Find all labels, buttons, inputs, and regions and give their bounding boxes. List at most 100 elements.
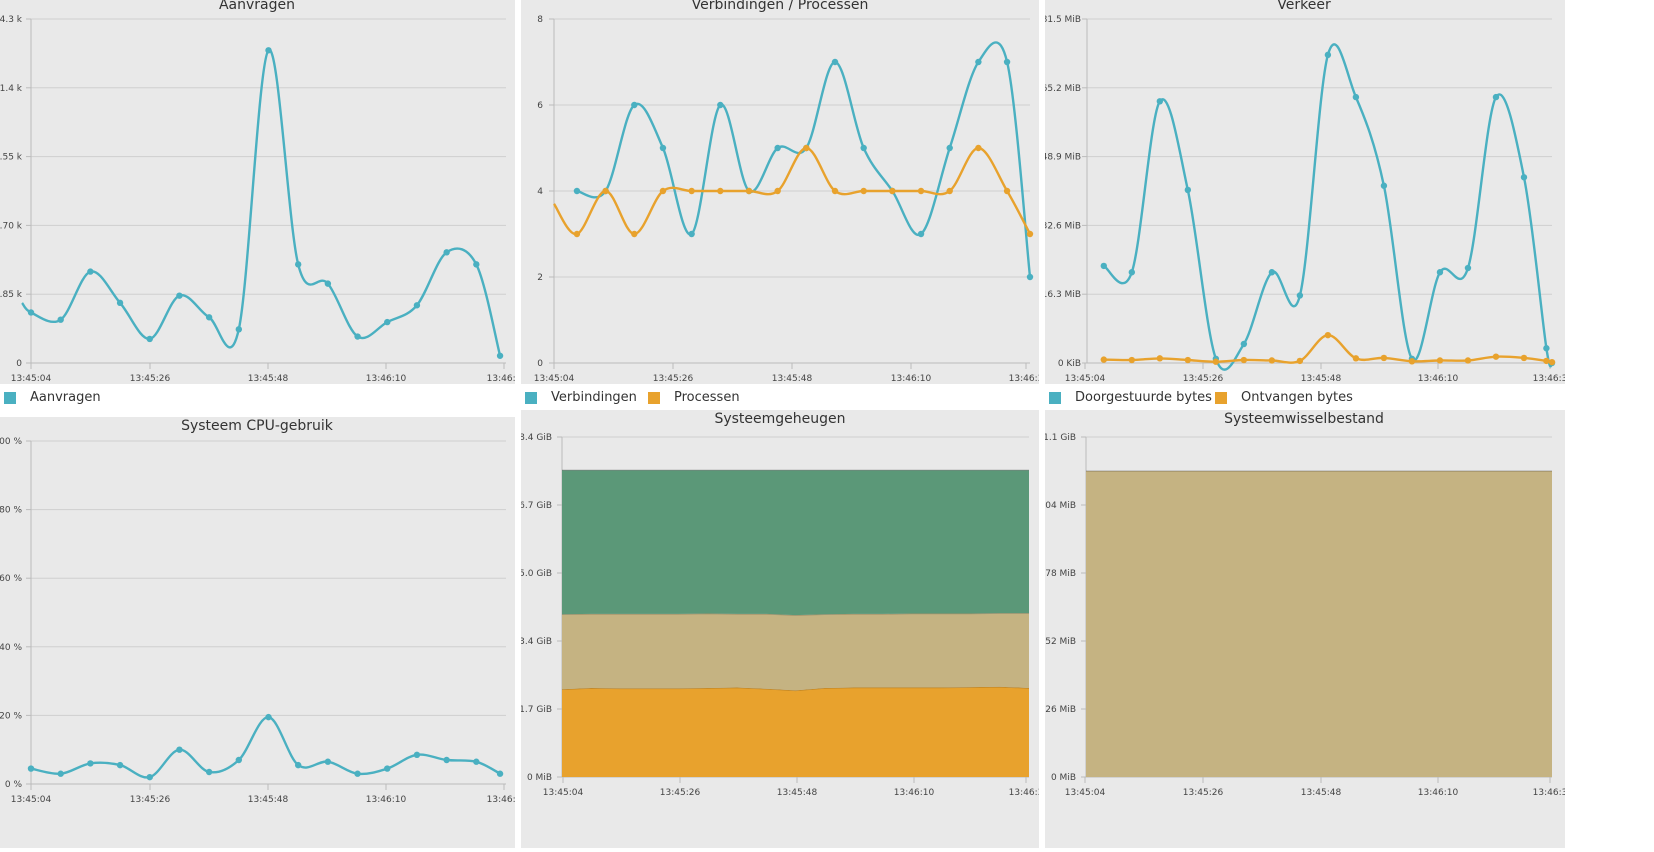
data-point-systeem-cpu-gebruik[interactable] [496, 770, 504, 777]
data-point-aanvragen[interactable] [354, 333, 361, 340]
data-point-verbindingen[interactable] [631, 101, 638, 109]
data-point-ontvangen-bytes[interactable] [1240, 356, 1248, 364]
data-point-systeem-cpu-gebruik[interactable] [235, 756, 243, 764]
data-point-systeem-cpu-gebruik[interactable] [146, 773, 153, 781]
data-point-aanvragen[interactable] [27, 309, 35, 316]
data-point-aanvragen[interactable] [496, 352, 504, 359]
data-point-systeem-cpu-gebruik[interactable] [116, 761, 124, 769]
data-point-ontvangen-bytes[interactable] [1128, 356, 1136, 364]
data-point-processen[interactable] [1003, 187, 1011, 195]
data-point-aanvragen[interactable] [87, 268, 94, 275]
data-point-aanvragen[interactable] [294, 261, 302, 268]
legend-item-verbindingen[interactable]: Verbindingen [525, 390, 637, 405]
data-point-ontvangen-bytes[interactable] [1212, 358, 1220, 365]
data-point-processen[interactable] [889, 187, 896, 195]
data-point-aanvragen[interactable] [473, 261, 480, 268]
data-point-ontvangen-bytes[interactable] [1268, 357, 1276, 364]
data-point-doorgestuurde-bytes[interactable] [1156, 98, 1164, 105]
data-point-systeem-cpu-gebruik[interactable] [57, 770, 64, 777]
data-point-systeem-cpu-gebruik[interactable] [27, 765, 35, 772]
data-point-processen[interactable] [717, 187, 724, 195]
data-point-doorgestuurde-bytes[interactable] [1324, 51, 1332, 59]
data-point-verbindingen[interactable] [774, 144, 781, 152]
data-point-aanvragen[interactable] [235, 326, 243, 333]
data-point-doorgestuurde-bytes[interactable] [1352, 93, 1360, 101]
data-point-ontvangen-bytes[interactable] [1520, 354, 1528, 362]
data-point-aanvragen[interactable] [324, 280, 332, 287]
data-point-verbindingen[interactable] [717, 101, 724, 109]
data-point-processen[interactable] [688, 187, 695, 195]
data-point-aanvragen[interactable] [384, 318, 391, 326]
data-point-aanvragen[interactable] [205, 314, 213, 321]
data-point-systeem-cpu-gebruik[interactable] [324, 758, 332, 765]
data-point-ontvangen-bytes[interactable] [1100, 356, 1108, 363]
data-point-ontvangen-bytes[interactable] [1352, 355, 1360, 362]
legend-item-processen[interactable]: Processen [648, 390, 740, 405]
data-point-processen[interactable] [602, 187, 609, 195]
data-point-aanvragen[interactable] [176, 292, 183, 299]
data-point-aanvragen[interactable] [443, 249, 450, 256]
data-point-doorgestuurde-bytes[interactable] [1464, 264, 1472, 272]
data-point-systeem-cpu-gebruik[interactable] [294, 761, 302, 769]
data-point-systeem-cpu-gebruik[interactable] [443, 756, 450, 764]
data-point-ontvangen-bytes[interactable] [1492, 353, 1500, 360]
data-point-doorgestuurde-bytes[interactable] [1100, 262, 1108, 270]
data-point-ontvangen-bytes[interactable] [1296, 357, 1304, 365]
data-point-systeem-cpu-gebruik[interactable] [87, 760, 94, 767]
data-point-doorgestuurde-bytes[interactable] [1268, 269, 1276, 276]
data-point-aanvragen[interactable] [265, 47, 272, 54]
data-point-processen[interactable] [631, 230, 638, 238]
data-point-systeem-cpu-gebruik[interactable] [205, 768, 213, 776]
data-point-ontvangen-bytes[interactable] [1380, 354, 1388, 362]
data-point-processen[interactable] [803, 144, 810, 152]
data-point-verbindingen[interactable] [917, 230, 925, 238]
data-point-processen[interactable] [573, 230, 581, 238]
data-point-ontvangen-bytes[interactable] [1548, 358, 1556, 366]
legend-item-aanvragen[interactable]: Aanvragen [4, 390, 101, 405]
data-point-verbindingen[interactable] [573, 187, 581, 195]
data-point-verbindingen[interactable] [659, 144, 667, 152]
data-point-processen[interactable] [1026, 230, 1034, 238]
data-point-doorgestuurde-bytes[interactable] [1543, 345, 1550, 352]
data-point-doorgestuurde-bytes[interactable] [1184, 186, 1192, 194]
data-point-verbindingen[interactable] [860, 144, 867, 152]
data-point-aanvragen[interactable] [413, 302, 421, 309]
data-point-processen[interactable] [659, 187, 667, 195]
data-point-ontvangen-bytes[interactable] [1408, 358, 1416, 365]
data-point-verbindingen[interactable] [1026, 273, 1034, 281]
data-point-processen[interactable] [774, 187, 781, 195]
data-point-verbindingen[interactable] [946, 144, 953, 152]
legend-item-doorgestuurde-bytes[interactable]: Doorgestuurde bytes [1049, 390, 1212, 405]
data-point-processen[interactable] [860, 187, 867, 195]
data-point-systeem-cpu-gebruik[interactable] [176, 746, 183, 753]
data-point-verbindingen[interactable] [1003, 58, 1011, 66]
data-point-ontvangen-bytes[interactable] [1464, 357, 1472, 364]
data-point-processen[interactable] [946, 187, 953, 195]
data-point-doorgestuurde-bytes[interactable] [1380, 182, 1388, 189]
data-point-doorgestuurde-bytes[interactable] [1436, 269, 1444, 276]
data-point-doorgestuurde-bytes[interactable] [1520, 174, 1528, 181]
data-point-aanvragen[interactable] [116, 299, 124, 307]
data-point-systeem-cpu-gebruik[interactable] [473, 758, 480, 765]
data-point-systeem-cpu-gebruik[interactable] [384, 765, 391, 772]
data-point-systeem-cpu-gebruik[interactable] [354, 770, 361, 777]
data-point-ontvangen-bytes[interactable] [1436, 357, 1444, 364]
data-point-aanvragen[interactable] [57, 316, 64, 323]
data-point-ontvangen-bytes[interactable] [1156, 355, 1164, 362]
data-point-processen[interactable] [975, 144, 982, 152]
data-point-doorgestuurde-bytes[interactable] [1296, 292, 1304, 299]
data-point-verbindingen[interactable] [975, 58, 982, 66]
data-point-systeem-cpu-gebruik[interactable] [265, 713, 272, 721]
legend-item-ontvangen-bytes[interactable]: Ontvangen bytes [1215, 390, 1353, 405]
data-point-processen[interactable] [745, 187, 753, 195]
data-point-ontvangen-bytes[interactable] [1324, 331, 1332, 339]
data-point-processen[interactable] [831, 187, 839, 195]
data-point-doorgestuurde-bytes[interactable] [1240, 340, 1248, 348]
data-point-systeem-cpu-gebruik[interactable] [413, 751, 421, 759]
data-point-verbindingen[interactable] [688, 230, 695, 238]
data-point-doorgestuurde-bytes[interactable] [1128, 269, 1136, 276]
data-point-doorgestuurde-bytes[interactable] [1492, 93, 1500, 101]
data-point-ontvangen-bytes[interactable] [1543, 357, 1550, 365]
data-point-aanvragen[interactable] [146, 335, 153, 343]
data-point-ontvangen-bytes[interactable] [1184, 356, 1192, 364]
